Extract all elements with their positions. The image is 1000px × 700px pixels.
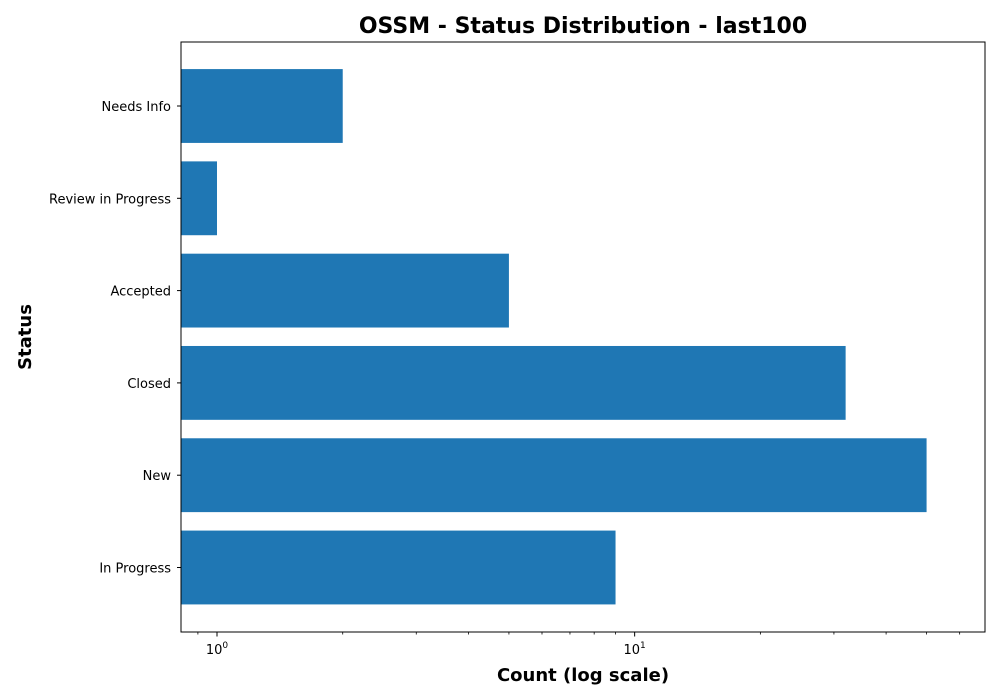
x-tick-label: 100 xyxy=(206,641,229,658)
y-axis-ticks: In Progress New Closed Accepted Review in Pr… xyxy=(49,100,181,577)
x-axis-label: Count (log scale) xyxy=(497,665,669,686)
chart-title: OSSM - Status Distribution - last100 xyxy=(359,14,807,39)
y-tick-label: In Progress xyxy=(99,562,171,577)
bar-accepted xyxy=(181,253,509,328)
y-tick-label: Needs Info xyxy=(102,100,172,115)
bar-review-in-progress xyxy=(181,161,217,236)
y-tick-label: New xyxy=(143,469,172,484)
bar-in-progress xyxy=(181,530,616,605)
bar-new xyxy=(181,438,927,513)
x-axis-ticks: 100 101 xyxy=(197,632,961,658)
y-axis-label: Status xyxy=(15,304,36,370)
x-tick-label: 101 xyxy=(624,641,646,658)
bar-needs-info xyxy=(181,69,343,143)
y-tick-label: Review in Progress xyxy=(49,192,171,207)
y-tick-label: Accepted xyxy=(110,285,171,300)
bar-closed xyxy=(181,345,846,420)
plot-frame xyxy=(180,41,986,633)
y-tick-label: Closed xyxy=(127,377,171,392)
bars-group xyxy=(181,69,927,605)
